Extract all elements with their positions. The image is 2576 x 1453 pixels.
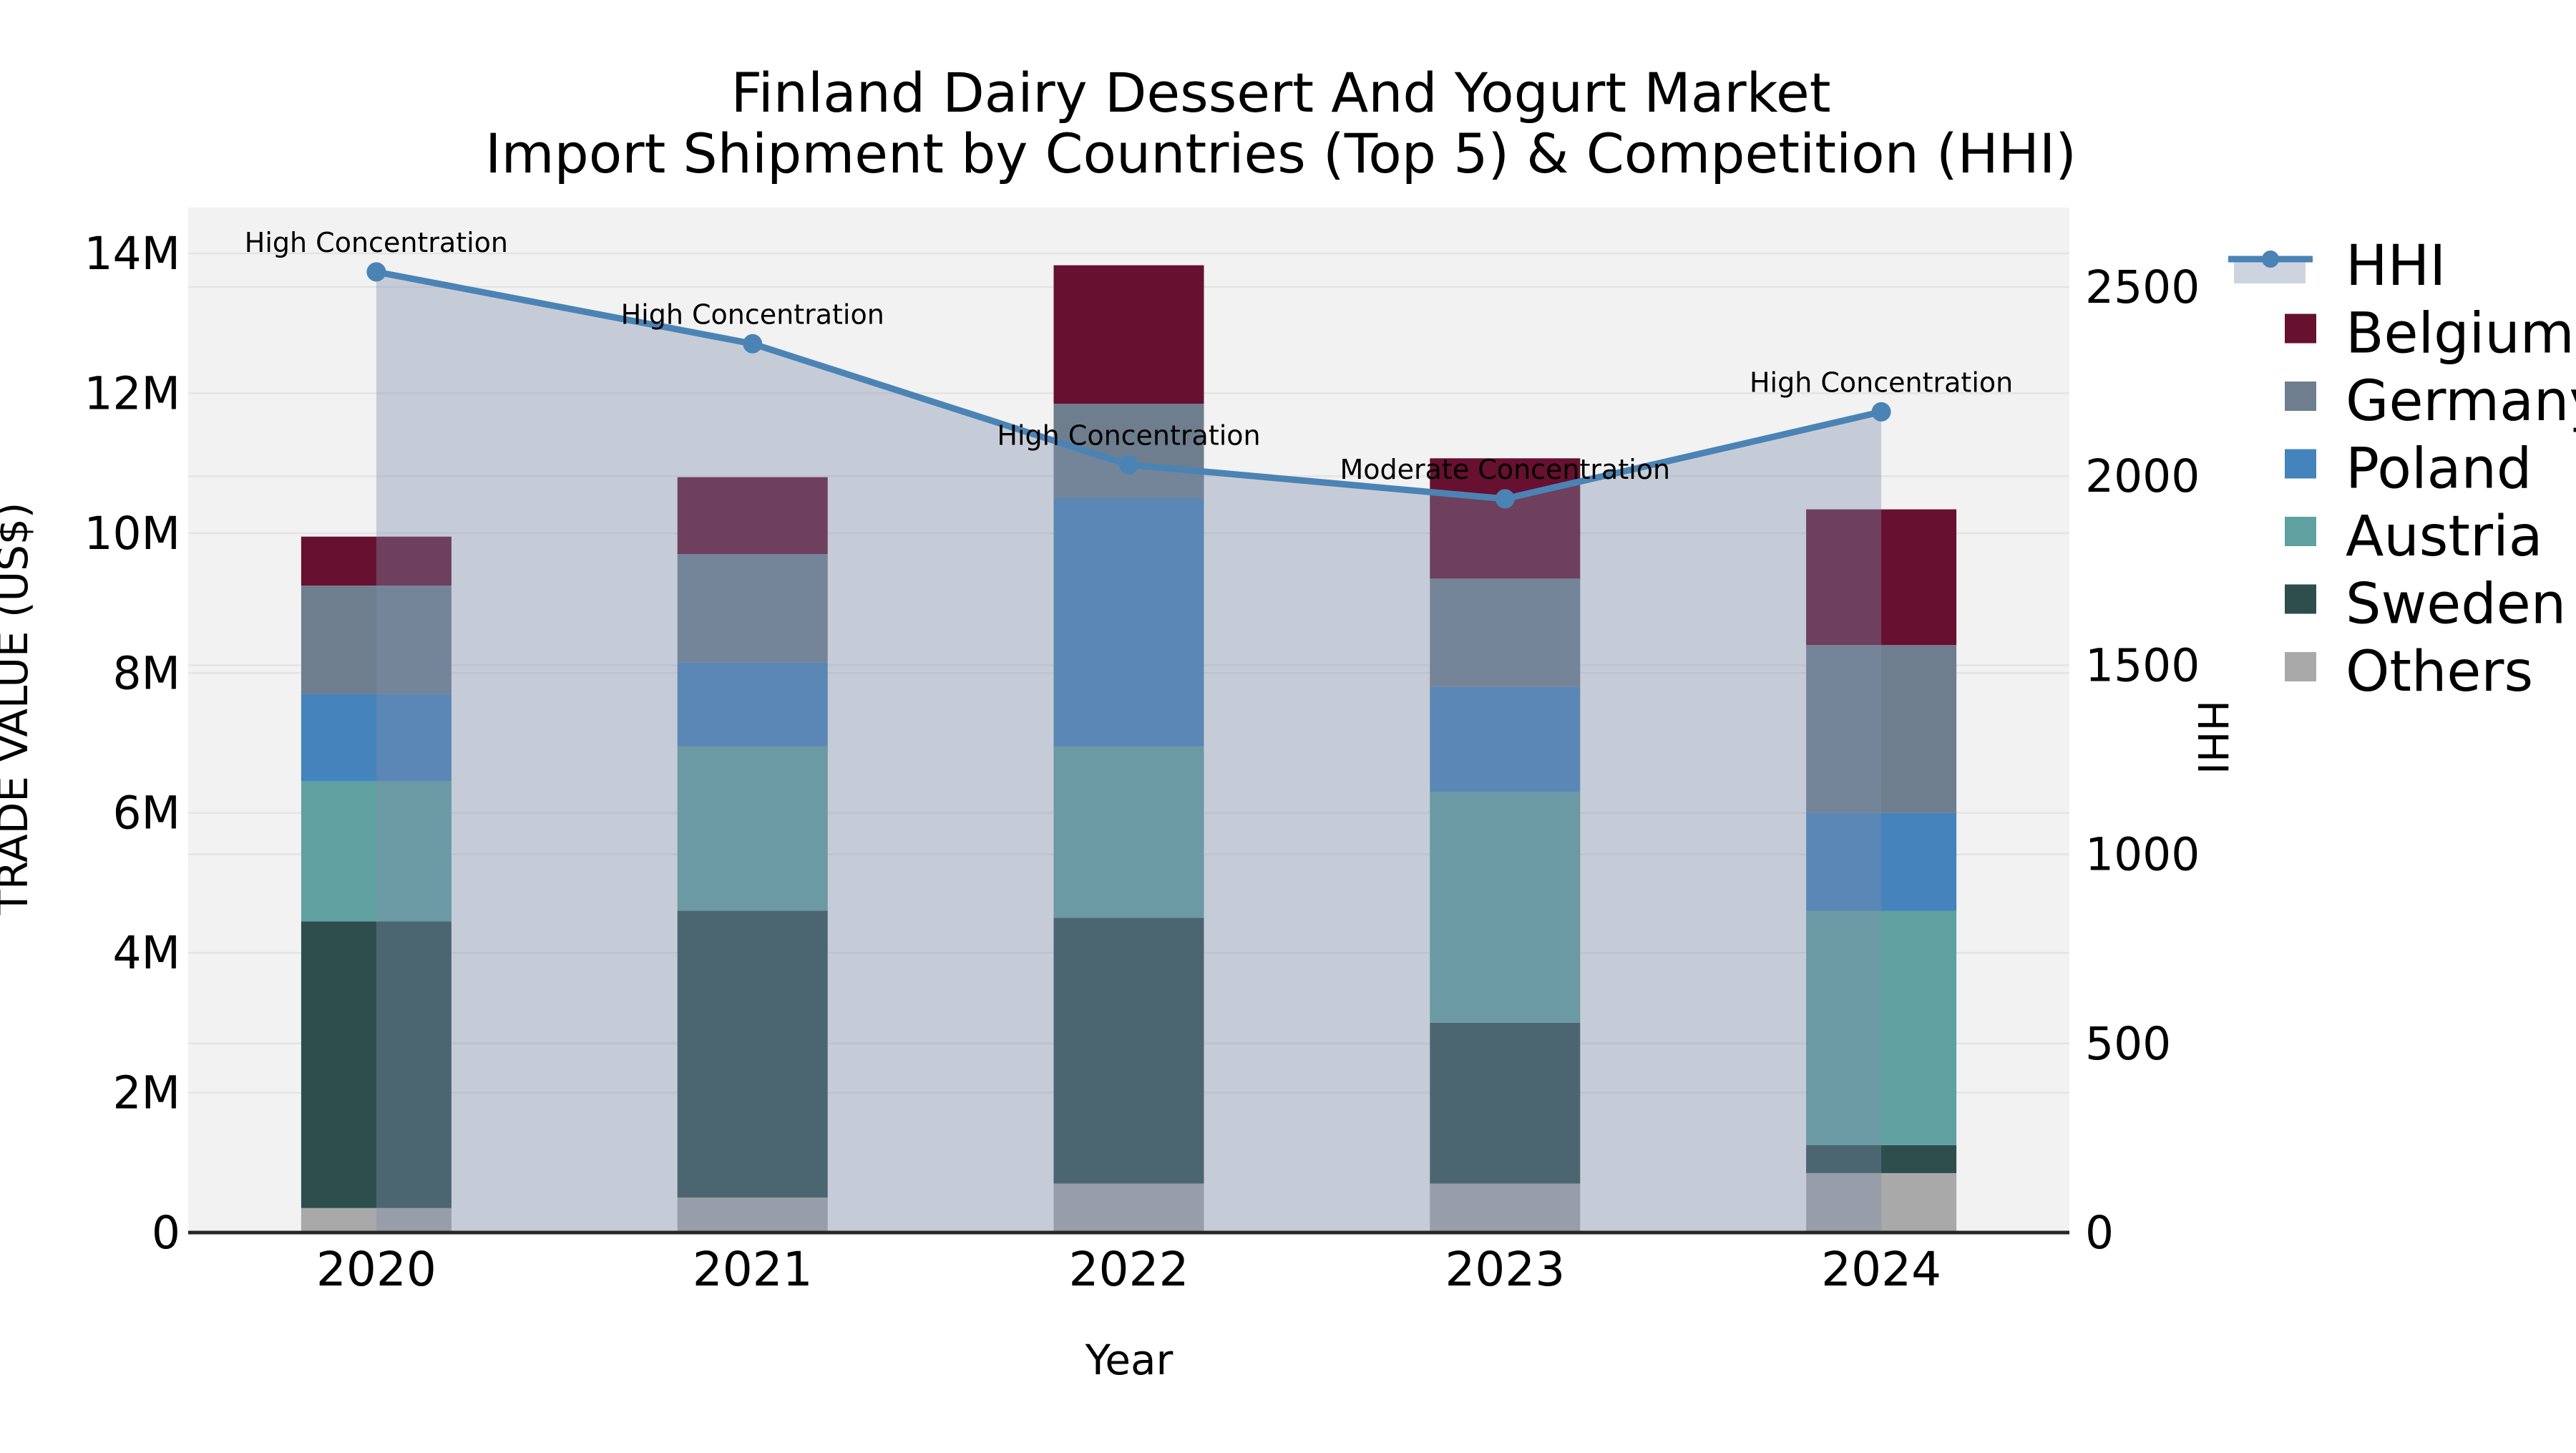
right-axis-title: HHI [2188, 700, 2237, 774]
annotation-2024: High Concentration [1750, 366, 2013, 398]
hhi-area-fill [376, 271, 1882, 1233]
left-tick-label: 4M [113, 927, 180, 979]
bar-segment-belgium-2022 [1053, 265, 1204, 404]
left-tick-label: 0 [152, 1207, 180, 1259]
plot-layer: High Concentration High Concentration High… [84, 208, 2200, 1297]
bar-segment-austria-2022 [1053, 746, 1204, 918]
left-tick-label: 12M [84, 367, 180, 419]
legend-item-poland: Poland [2285, 437, 2532, 502]
legend-label: Germany [2346, 369, 2576, 434]
bar-segment-belgium-2020 [301, 536, 452, 586]
left-tick-label: 6M [113, 787, 180, 840]
legend-label: HHI [2346, 234, 2446, 298]
bar-segment-poland-2020 [301, 694, 452, 782]
left-tick-label: 14M [84, 228, 180, 280]
bar-segment-germany-2021 [677, 554, 828, 663]
legend-label: Others [2346, 640, 2533, 704]
bar-segment-germany-2024 [1806, 645, 1957, 813]
left-tick-label: 2M [113, 1067, 180, 1119]
chart-title: Finland Dairy Dessert And Yogurt Market [731, 61, 1831, 125]
legend-swatch-sweden [2285, 584, 2316, 614]
legend-item-austria: Austria [2285, 505, 2543, 569]
bar-segment-sweden-2022 [1053, 918, 1204, 1184]
legend-label: Poland [2346, 437, 2532, 502]
right-tick-label: 2500 [2085, 261, 2200, 314]
bar-segment-austria-2020 [301, 781, 452, 922]
x-tick-label-2022: 2022 [1069, 1242, 1189, 1297]
legend-swatch-poland [2285, 449, 2316, 479]
right-tick-label: 2000 [2085, 450, 2200, 502]
x-tick-label-2021: 2021 [693, 1242, 813, 1297]
bar-segment-poland-2023 [1430, 686, 1581, 792]
bar-segment-others-2022 [1053, 1183, 1204, 1233]
right-tick-label: 1000 [2085, 829, 2200, 881]
legend-swatch-austria [2285, 517, 2316, 546]
legend-swatch-others [2285, 652, 2316, 681]
hhi-point-2022 [1119, 455, 1138, 475]
bar-segment-austria-2021 [677, 746, 828, 911]
bar-segment-poland-2022 [1053, 498, 1204, 747]
bars-group [301, 265, 1957, 1233]
right-tick-label: 0 [2085, 1207, 2114, 1259]
x-tick-label-2024: 2024 [1821, 1242, 1941, 1297]
bar-segment-sweden-2020 [301, 921, 452, 1208]
bar-segment-others-2020 [301, 1207, 452, 1233]
hhi-point-2024 [1871, 402, 1891, 422]
chart-subtitle: Import Shipment by Countries (Top 5) & C… [485, 122, 2077, 185]
x-axis-title: Year [1085, 1336, 1174, 1384]
hhi-point-2020 [366, 262, 386, 282]
left-axis-title: TRADE VALUE (US$) [0, 502, 37, 916]
bar-segment-others-2024 [1806, 1172, 1957, 1233]
annotation-2021: High Concentration [621, 298, 884, 330]
bar-segment-austria-2023 [1430, 792, 1581, 1023]
annotation-2020: High Concentration [245, 227, 508, 258]
bar-segment-sweden-2021 [677, 910, 828, 1198]
bar-segment-others-2021 [677, 1197, 828, 1233]
hhi-point-2023 [1495, 489, 1515, 509]
hhi-point-2021 [743, 334, 763, 354]
bar-segment-belgium-2023 [1430, 458, 1581, 579]
legend-label: Belgium [2346, 302, 2575, 366]
annotation-2023: Moderate Concentration [1340, 454, 1670, 485]
left-tick-label: 10M [84, 507, 180, 560]
legend-swatch-germany [2285, 382, 2316, 411]
bar-segment-belgium-2024 [1806, 509, 1957, 646]
bar-segment-others-2023 [1430, 1183, 1581, 1233]
legend-label: Sweden [2346, 573, 2566, 637]
legend-item-belgium: Belgium [2285, 302, 2575, 366]
legend-item-sweden: Sweden [2285, 573, 2566, 637]
x-tick-label-2020: 2020 [316, 1242, 436, 1297]
bar-segment-sweden-2023 [1430, 1022, 1581, 1184]
right-tick-label: 1500 [2085, 639, 2200, 691]
annotation-2022: High Concentration [997, 419, 1260, 451]
bar-segment-germany-2023 [1430, 578, 1581, 687]
legend-swatch-belgium [2285, 314, 2316, 344]
bar-segment-poland-2024 [1806, 812, 1957, 911]
bar-segment-belgium-2021 [677, 477, 828, 555]
legend-label: Austria [2346, 505, 2543, 569]
legend-hhi-marker [2262, 251, 2279, 268]
bar-segment-germany-2020 [301, 585, 452, 694]
legend-item-hhi: HHI [2228, 234, 2446, 298]
bar-segment-sweden-2024 [1806, 1145, 1957, 1173]
legend-item-germany: Germany [2285, 369, 2576, 434]
left-tick-label: 8M [113, 647, 180, 699]
right-tick-label: 500 [2085, 1018, 2171, 1070]
legend-item-others: Others [2285, 640, 2533, 704]
bar-segment-austria-2024 [1806, 910, 1957, 1145]
bar-segment-poland-2021 [677, 662, 828, 747]
x-tick-label-2023: 2023 [1445, 1242, 1565, 1297]
legend: HHIBelgiumGermanyPolandAustriaSwedenOthe… [2228, 234, 2576, 704]
